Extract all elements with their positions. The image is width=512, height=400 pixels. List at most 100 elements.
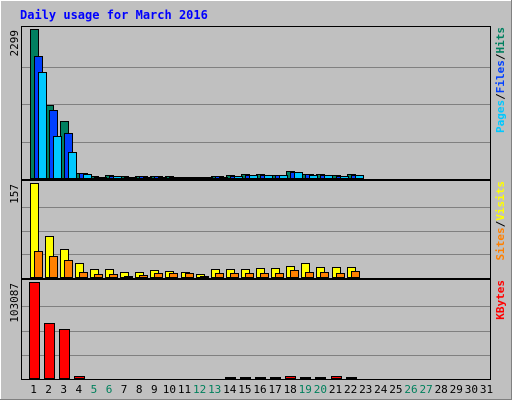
x-tick-label-day-4: 4 <box>75 383 82 396</box>
bar-visits-sites-day-10 <box>169 273 178 278</box>
x-tick-label-day-29: 29 <box>450 383 463 396</box>
legend-entry: Sites <box>494 227 507 260</box>
bar-hits-pages-day-18 <box>294 172 303 179</box>
bar-visits-sites-day-12 <box>200 276 209 278</box>
legend-entry: / <box>494 93 507 100</box>
x-tick-label-day-22: 22 <box>344 383 357 396</box>
panel-border-visits <box>21 180 491 279</box>
bar-hits-pages-day-9 <box>158 177 167 179</box>
legend-entry: / <box>494 53 507 60</box>
x-tick-label-day-25: 25 <box>389 383 402 396</box>
bar-hits-pages-day-12 <box>204 177 213 179</box>
bar-kbytes-kbytes-day-4 <box>74 376 85 379</box>
bar-kbytes-kbytes-day-3 <box>59 329 70 379</box>
x-tick-label-day-9: 9 <box>151 383 158 396</box>
bar-hits-pages-day-14 <box>234 176 243 179</box>
x-tick-label-day-14: 14 <box>223 383 237 396</box>
bar-kbytes-kbytes-day-2 <box>44 323 55 379</box>
x-tick-label-day-19: 19 <box>299 383 312 396</box>
bar-visits-sites-day-20 <box>320 272 329 278</box>
legend-entry: / <box>494 220 507 227</box>
bar-visits-sites-day-21 <box>336 273 345 278</box>
bar-visits-sites-day-22 <box>351 271 360 278</box>
chart-title: Daily usage for March 2016 <box>20 8 208 22</box>
bar-hits-pages-day-7 <box>128 177 137 179</box>
bar-visits-sites-day-6 <box>109 274 118 278</box>
x-tick-label-day-10: 10 <box>163 383 176 396</box>
bar-hits-pages-day-10 <box>173 177 182 179</box>
x-tick-label-day-2: 2 <box>45 383 52 396</box>
x-tick-label-day-30: 30 <box>465 383 478 396</box>
bar-visits-sites-day-1 <box>34 251 43 278</box>
legend-visits: Sites/Visits <box>494 181 507 261</box>
x-tick-label-day-20: 20 <box>314 383 327 396</box>
x-tick-label-day-12: 12 <box>193 383 206 396</box>
bar-visits-sites-day-14 <box>230 273 239 278</box>
x-tick-label-day-27: 27 <box>419 383 432 396</box>
bar-kbytes-kbytes-day-14 <box>225 377 236 379</box>
bar-visits-sites-day-18 <box>290 270 299 278</box>
bar-kbytes-kbytes-day-15 <box>240 377 251 379</box>
bar-visits-sites-day-3 <box>64 260 73 278</box>
bar-kbytes-kbytes-day-17 <box>270 377 281 379</box>
x-tick-label-day-31: 31 <box>480 383 493 396</box>
bar-visits-sites-day-17 <box>275 273 284 278</box>
bar-visits-sites-day-2 <box>49 256 58 278</box>
legend-entry: Pages <box>494 100 507 133</box>
bar-visits-sites-day-19 <box>305 272 314 278</box>
max-label-kbytes: 103087 <box>8 283 21 323</box>
x-tick-label-day-24: 24 <box>374 383 388 396</box>
x-tick-label-day-17: 17 <box>268 383 281 396</box>
x-tick-label-day-23: 23 <box>359 383 372 396</box>
bar-kbytes-kbytes-day-20 <box>315 377 326 379</box>
bar-hits-pages-day-20 <box>324 175 333 179</box>
x-tick-label-day-11: 11 <box>178 383 191 396</box>
legend-entry: KBytes <box>494 280 507 320</box>
bar-hits-pages-day-21 <box>340 176 349 179</box>
panel-border-kbytes <box>21 279 491 380</box>
legend-entry: Hits <box>494 27 507 54</box>
bar-hits-pages-day-3 <box>68 152 77 179</box>
x-tick-label-day-13: 13 <box>208 383 221 396</box>
panel-visits: 157 Sites/Visits <box>8 180 507 279</box>
x-tick-label-day-18: 18 <box>284 383 297 396</box>
bar-visits-sites-day-5 <box>94 274 103 278</box>
bar-hits-pages-day-2 <box>53 136 62 179</box>
x-tick-label-day-6: 6 <box>106 383 113 396</box>
bar-hits-pages-day-19 <box>309 175 318 179</box>
bar-visits-sites-day-9 <box>154 273 163 278</box>
legend-kbytes: KBytes <box>494 280 507 320</box>
legend-entry: Files <box>494 60 507 93</box>
bar-kbytes-kbytes-day-16 <box>255 377 266 379</box>
bar-visits-sites-day-7 <box>124 276 133 278</box>
x-tick-label-day-3: 3 <box>60 383 67 396</box>
chart-panels: 2299Pages/Files/Hits157Sites/Visits10308… <box>8 26 507 380</box>
max-label-hits: 2299 <box>8 30 21 57</box>
x-tick-label-day-16: 16 <box>253 383 266 396</box>
bar-kbytes-kbytes-day-19 <box>300 377 311 379</box>
bar-hits-pages-day-17 <box>279 175 288 179</box>
x-tick-label-day-5: 5 <box>91 383 98 396</box>
bar-kbytes-kbytes-day-21 <box>331 376 342 379</box>
bar-visits-sites-day-15 <box>245 273 254 278</box>
max-label-visits: 157 <box>8 184 21 204</box>
bar-hits-pages-day-4 <box>83 174 92 179</box>
legend-entry: Visits <box>494 181 507 221</box>
x-tick-label-day-21: 21 <box>329 383 342 396</box>
legend-hits: Pages/Files/Hits <box>494 27 507 133</box>
x-tick-label-day-26: 26 <box>404 383 417 396</box>
bar-hits-pages-day-22 <box>355 175 364 179</box>
bar-kbytes-kbytes-day-22 <box>346 377 357 379</box>
bar-visits-sites-day-16 <box>260 273 269 278</box>
x-tick-label-day-7: 7 <box>121 383 128 396</box>
bar-hits-pages-day-5 <box>98 177 107 179</box>
bar-kbytes-kbytes-day-18 <box>285 376 296 379</box>
panel-kbytes: 103087 KBytes <box>8 279 507 380</box>
bar-hits-pages-day-6 <box>113 176 122 179</box>
bar-hits-pages-day-15 <box>249 175 258 179</box>
x-tick-label-day-8: 8 <box>136 383 143 396</box>
x-tick-label-day-28: 28 <box>435 383 448 396</box>
bar-hits-pages-day-16 <box>264 175 273 179</box>
